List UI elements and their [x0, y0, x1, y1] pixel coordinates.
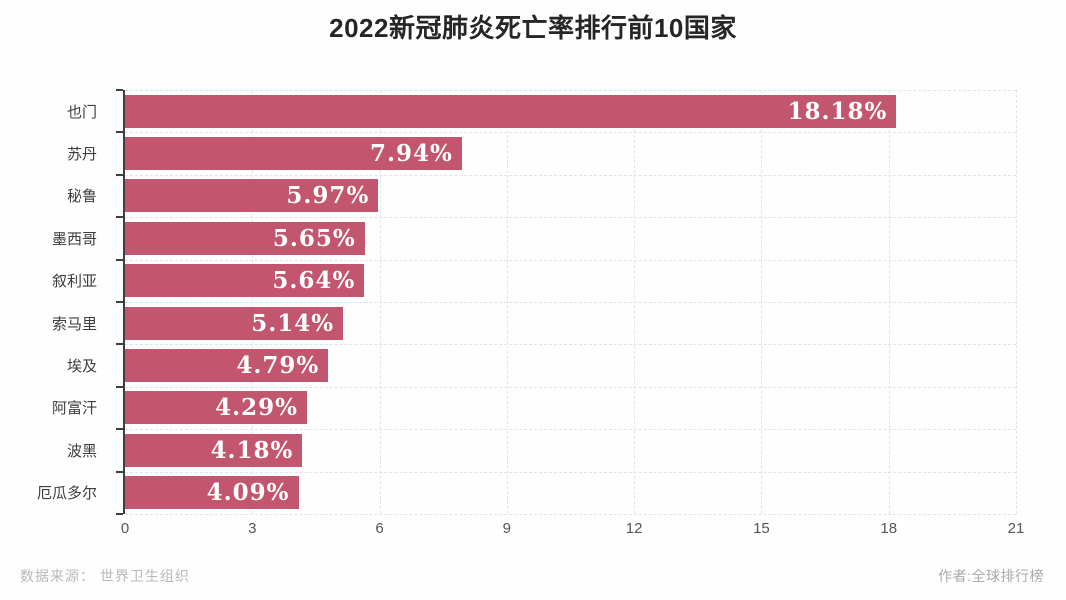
category-label: 秘鲁 [66, 188, 97, 206]
author-note: 作者:全球排行榜 [938, 568, 1044, 584]
bar-row: 5.64% [125, 260, 1016, 302]
bar-3: 5.97% [125, 179, 379, 213]
bar-8: 4.29% [125, 391, 308, 425]
bar-value-label: 18.18% [787, 97, 888, 125]
gridline-vertical [1016, 90, 1017, 514]
y-axis-tick [116, 89, 123, 91]
y-axis-tick [116, 470, 123, 473]
gridline-horizontal [125, 429, 1016, 431]
x-tick-label: 21 [1007, 520, 1025, 537]
bar-6: 5.14% [125, 306, 344, 340]
gridline-horizontal [125, 344, 1016, 346]
x-tick-label: 3 [248, 520, 257, 537]
category-label: 叙利亚 [51, 273, 97, 291]
bar-row: 18.18% [125, 90, 1016, 132]
category-label: 墨西哥 [51, 230, 97, 248]
category-label: 厄瓜多尔 [36, 485, 97, 503]
bar-value-label: 5.64% [272, 267, 356, 295]
y-axis-tick [116, 343, 123, 346]
y-axis-tick [116, 301, 123, 303]
y-axis-tick [116, 385, 123, 388]
gridline-horizontal [125, 471, 1016, 473]
bar-7: 4.79% [125, 349, 329, 383]
bar-value-label: 5.65% [272, 224, 356, 252]
bar-value-label: 4.18% [210, 436, 294, 464]
gridline-horizontal [125, 259, 1016, 261]
bar-5: 5.64% [125, 264, 365, 298]
bar-row: 4.09% [125, 472, 1016, 514]
bar-row: 5.14% [125, 302, 1016, 344]
category-label: 索马里 [51, 315, 97, 333]
bar-value-label: 4.29% [215, 394, 299, 422]
y-axis-line [123, 90, 125, 514]
bar-value-label: 4.79% [236, 352, 320, 380]
bar-value-label: 7.94% [370, 140, 453, 168]
gridline-horizontal [125, 514, 1016, 515]
y-axis-labels: 也门苏丹秘鲁墨西哥叙利亚索马里埃及阿富汗波黑厄瓜多尔 [0, 90, 111, 514]
bar-row: 4.18% [125, 429, 1016, 471]
bar-4: 5.65% [125, 221, 365, 255]
bar-row: 7.94% [125, 132, 1016, 174]
plot-area: 18.18% 7.94% 5.97% 5.65% 5.64% 5.14% 4.79% 4.29… [116, 89, 1017, 515]
gridline-horizontal [125, 174, 1016, 176]
gridline-horizontal [125, 132, 1016, 134]
y-axis-tick [116, 428, 123, 431]
bar-row: 5.97% [125, 175, 1016, 217]
y-axis-tick [116, 131, 123, 134]
bar-value-label: 5.97% [286, 182, 370, 210]
x-tick-label: 9 [502, 520, 512, 537]
gridline-horizontal [125, 386, 1016, 388]
bar-value-label: 5.14% [251, 309, 335, 337]
x-tick-label: 6 [375, 520, 384, 537]
x-tick-label: 12 [625, 520, 643, 537]
category-label: 阿富汗 [51, 400, 97, 418]
gridline-horizontal [125, 302, 1016, 303]
y-axis-tick [116, 258, 123, 261]
category-label: 埃及 [66, 358, 97, 376]
y-axis-tick [116, 216, 123, 219]
category-label: 苏丹 [66, 146, 97, 164]
x-tick-label: 18 [880, 520, 898, 537]
bar-9: 4.18% [125, 433, 303, 467]
category-label: 也门 [66, 103, 97, 121]
bar-row: 5.65% [125, 217, 1016, 259]
bar-value-label: 4.09% [206, 479, 290, 507]
bar-10: 4.09% [125, 476, 299, 510]
bar-row: 4.79% [125, 344, 1016, 386]
bar-2: 7.94% [125, 137, 462, 171]
x-tick-label: 15 [753, 520, 770, 537]
data-source-note: 数据来源： 世界卫生组织 [20, 568, 190, 584]
chart-title: 2022新冠肺炎死亡率排行前10国家 [329, 13, 737, 43]
y-axis-tick [116, 513, 123, 515]
bar-row: 4.29% [125, 387, 1016, 429]
x-tick-label: 0 [120, 520, 130, 537]
category-label: 波黑 [66, 442, 97, 460]
bar-1: 18.18% [125, 94, 897, 128]
gridline-horizontal [125, 217, 1016, 219]
gridline-horizontal [125, 90, 1016, 91]
y-axis-tick [116, 173, 123, 176]
